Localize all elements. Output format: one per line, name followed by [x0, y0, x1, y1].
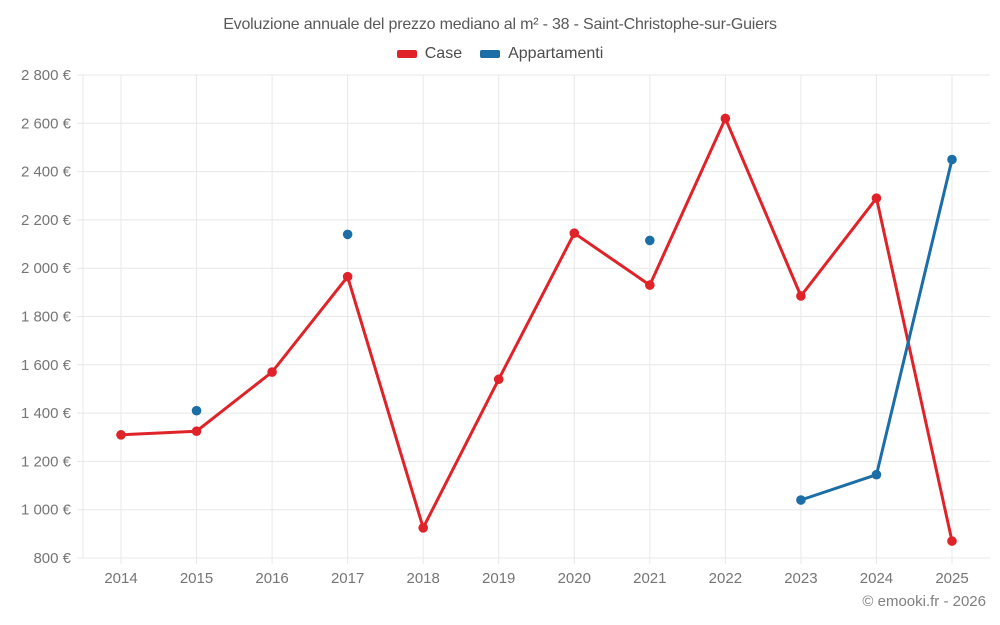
data-point-case-2020[interactable]	[569, 228, 580, 238]
series-appartamenti	[191, 154, 957, 505]
data-point-case-2022[interactable]	[720, 113, 731, 124]
data-point-case-2024[interactable]	[871, 193, 882, 203]
data-point-appartamenti-2017[interactable]	[342, 229, 353, 240]
y-tick-label: 2 600 €	[21, 115, 72, 132]
data-point-appartamenti-2023[interactable]	[796, 495, 806, 505]
y-tick-label: 1 200 €	[21, 453, 72, 470]
data-point-appartamenti-2021[interactable]	[645, 235, 655, 246]
legend-label-appartamenti: Appartamenti	[508, 45, 604, 62]
x-tick-label: 2014	[104, 570, 137, 587]
y-tick-label: 2 200 €	[21, 212, 72, 229]
y-tick-label: 1 000 €	[21, 502, 72, 519]
grid-lines	[77, 74, 990, 564]
y-tick-label: 2 000 €	[21, 260, 72, 277]
x-tick-label: 2021	[633, 570, 666, 587]
x-tick-label: 2016	[255, 570, 288, 587]
data-point-case-2017[interactable]	[342, 271, 353, 282]
x-tick-label: 2015	[180, 570, 213, 587]
x-axis-labels: 2014 2015 2016 2017 2018 2019 2020 2021 2022 2023…	[104, 570, 968, 587]
case-legend-swatch-icon	[396, 50, 417, 58]
x-tick-label: 2022	[709, 570, 742, 587]
data-point-case-2015[interactable]	[191, 426, 202, 437]
y-axis-labels: 800 € 1 000 € 1 200 € 1 400 € 1 600 € 1 800 €…	[21, 67, 72, 567]
series-line-case	[120, 117, 954, 542]
chart-title: Evoluzione annuale del prezzo mediano al…	[223, 16, 777, 33]
x-tick-label: 2024	[860, 570, 893, 587]
data-point-case-2019[interactable]	[493, 374, 504, 385]
legend-item-appartamenti[interactable]: Appartamenti	[480, 45, 603, 63]
x-tick-label: 2019	[482, 570, 515, 587]
x-tick-label: 2023	[784, 570, 817, 587]
data-point-case-2023[interactable]	[796, 291, 806, 301]
chart-legend: Case Appartamenti	[0, 45, 1000, 63]
appartamenti-legend-swatch-icon	[480, 50, 501, 58]
data-point-appartamenti-2024[interactable]	[871, 469, 882, 480]
data-point-appartamenti-2015[interactable]	[191, 405, 202, 416]
data-point-case-2014[interactable]	[116, 430, 126, 440]
data-point-case-2021[interactable]	[645, 280, 655, 290]
x-tick-label: 2025	[935, 570, 968, 587]
x-tick-label: 2018	[406, 570, 439, 587]
y-tick-label: 1 800 €	[21, 309, 72, 326]
legend-label-case: Case	[424, 45, 463, 62]
y-tick-label: 1 600 €	[21, 357, 72, 374]
data-point-case-2025[interactable]	[947, 536, 957, 546]
y-tick-label: 1 400 €	[21, 405, 72, 422]
legend-item-case[interactable]: Case	[396, 45, 463, 63]
y-tick-label: 2 800 €	[21, 67, 72, 84]
x-tick-label: 2020	[558, 570, 591, 587]
data-point-appartamenti-2025[interactable]	[947, 154, 957, 165]
y-tick-label: 2 400 €	[21, 164, 72, 181]
data-point-case-2016[interactable]	[267, 367, 277, 377]
x-tick-label: 2017	[331, 570, 364, 587]
y-tick-label: 800 €	[33, 550, 71, 567]
data-point-case-2018[interactable]	[418, 523, 428, 533]
series-case	[116, 113, 957, 546]
footer-credit[interactable]: © emooki.fr - 2026	[862, 593, 986, 610]
